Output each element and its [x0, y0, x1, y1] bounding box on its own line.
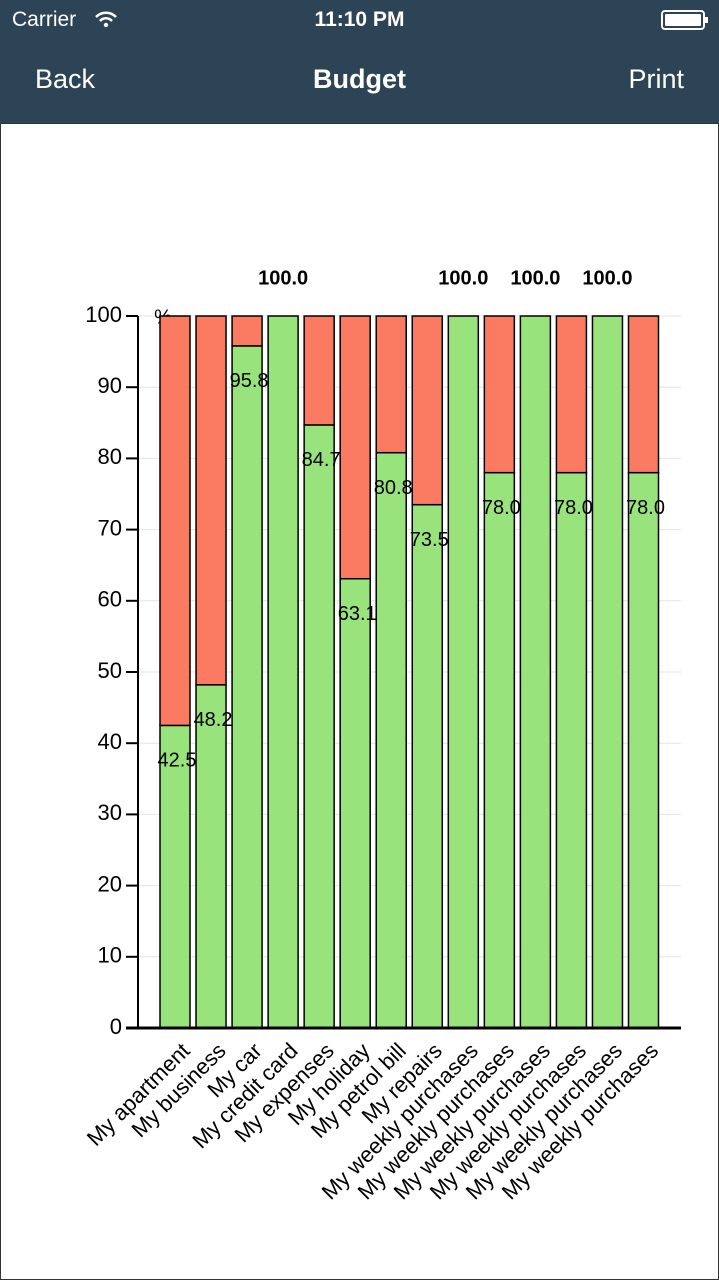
- data-label: 48.2: [194, 709, 233, 731]
- y-tick-label: 30: [98, 800, 122, 825]
- y-tick-label: 0: [110, 1014, 122, 1039]
- bar-segment: [159, 315, 191, 727]
- bar-segment: [303, 424, 335, 1029]
- bar-segment: [195, 684, 227, 1029]
- data-label: 80.8: [374, 477, 413, 499]
- y-tick-label: 100: [85, 302, 122, 327]
- bar-segment: [159, 724, 191, 1029]
- bar-segment: [483, 315, 516, 474]
- chart-area: 0102030405060708090100%42.548.295.8100.0…: [0, 123, 719, 1280]
- bar-segment: [447, 315, 480, 1029]
- y-tick-label: 90: [98, 373, 122, 398]
- data-label: 100.0: [438, 267, 488, 289]
- data-label: 100.0: [582, 267, 632, 289]
- carrier: Carrier: [12, 8, 77, 31]
- clock: 11:10 PM: [314, 8, 405, 31]
- data-label: 78.0: [554, 497, 593, 519]
- bar-segment: [483, 471, 516, 1029]
- data-label: 100.0: [258, 267, 308, 289]
- data-label: 78.0: [626, 497, 665, 519]
- bar-segment: [375, 451, 407, 1029]
- bar-segment: [555, 315, 588, 474]
- bar-segment: [267, 315, 299, 1029]
- bar-segment: [195, 315, 227, 686]
- chart: 0102030405060708090100%42.548.295.8100.0…: [82, 267, 681, 1204]
- bar-segment: [339, 577, 371, 1029]
- data-label: 63.1: [338, 603, 377, 625]
- bar-segment: [339, 315, 371, 580]
- y-tick-label: 80: [98, 444, 122, 469]
- y-tick-label: 10: [98, 943, 122, 968]
- data-label: 78.0: [482, 497, 521, 519]
- data-label: 95.8: [230, 370, 269, 392]
- bar-segment: [231, 315, 263, 347]
- bar-segment: [555, 471, 588, 1029]
- data-label: 84.7: [302, 449, 341, 471]
- bar-segment: [411, 503, 444, 1029]
- y-tick-label: 50: [98, 658, 122, 683]
- nav-title: Budget: [313, 64, 406, 94]
- navigation-bar: Carrier 11:10 PM Back Budget Print: [0, 0, 719, 123]
- bar-segment: [627, 315, 660, 474]
- y-tick-label: 60: [98, 587, 122, 612]
- bar-segment: [627, 471, 660, 1029]
- bar-segment: [303, 315, 335, 426]
- wifi-icon: [95, 11, 117, 28]
- bar-segment: [411, 315, 444, 506]
- data-label: 73.5: [410, 529, 449, 551]
- bar-segment: [591, 315, 624, 1029]
- back-button[interactable]: Back: [35, 64, 96, 94]
- y-tick-label: 20: [98, 871, 122, 896]
- bar-segment: [519, 315, 552, 1029]
- print-button[interactable]: Print: [628, 64, 684, 94]
- battery-icon: [661, 10, 708, 30]
- bar-segment: [231, 345, 263, 1029]
- y-tick-label: 40: [98, 729, 122, 754]
- data-label: 100.0: [510, 267, 560, 289]
- bar-segment: [375, 315, 407, 454]
- data-label: 42.5: [158, 750, 197, 772]
- y-tick-label: 70: [98, 515, 122, 540]
